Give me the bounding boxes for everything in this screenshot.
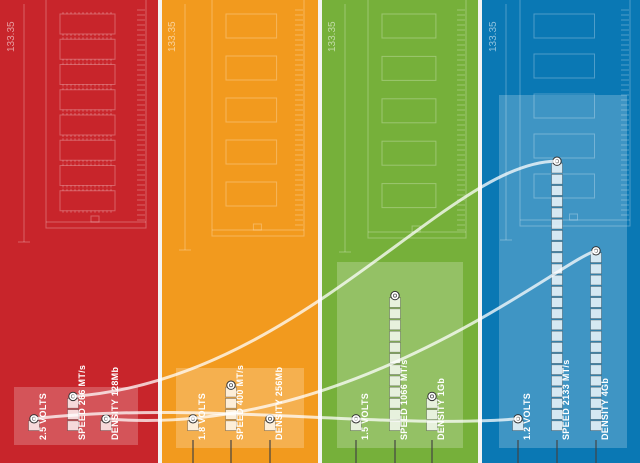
ddr3-speed-bar-cell [389, 364, 401, 375]
ddr4-density-bar-cell [590, 420, 602, 431]
ddr2-panel-background [162, 0, 318, 463]
panel-divider [318, 0, 322, 463]
ddr4-speed-bar-cell [551, 330, 563, 342]
ddr2-speed-bar-cell [225, 397, 237, 409]
ddr4-density-bar-cell [590, 274, 602, 286]
ddr3-speed-bar-cell [389, 375, 401, 387]
ddr4-speed-bar-cell [551, 319, 563, 331]
ddr2-density-label: DENSITY 256Mb [274, 367, 284, 440]
ddr4-speed-bar-cell [551, 397, 563, 409]
ddr1-module-drawing [18, 0, 147, 243]
ddr3-voltage-label: 1.5 VOLTS [360, 393, 370, 440]
ddr2-module-drawing [179, 0, 305, 251]
ddr3-speed-bar-cell [389, 386, 401, 398]
ddr4-density-bar-cell [590, 375, 602, 387]
ddr4-speed-bar-cell [551, 353, 563, 364]
ddr4-density-bar-cell [590, 319, 602, 331]
ddr4-speed-bar-cell [551, 341, 563, 353]
ddr4-spec-box [499, 95, 627, 448]
ddr2-speed-bar-cell [225, 420, 237, 431]
ddr4-speed-bar-cell [551, 218, 563, 230]
ddr4-speed-bar-cell [551, 386, 563, 398]
ddr4-density-bar-cell [590, 409, 602, 420]
ddr4-speed-label: SPEED 2133 MT/s [561, 359, 571, 440]
ddr4-speed-bar [551, 156, 563, 431]
ddr3-speed-bar-cell [389, 319, 401, 331]
ddr4-density-bar-cell [590, 263, 602, 275]
ddr4-speed-bar-cell [551, 241, 563, 252]
ddr4-density-label: DENSITY 4Gb [600, 378, 610, 440]
ddr4-speed-bar-cell [551, 252, 563, 264]
ddr3-speed-bar-cell [389, 397, 401, 409]
ddr4-density-bar-cell [590, 386, 602, 398]
ddr4-dimension-label: 133.35 [488, 21, 499, 52]
ddr4-speed-bar-cell [551, 364, 563, 375]
ddr3-speed-label: SPEED 1066 MT/s [399, 359, 409, 440]
ddr3-density-bar-cell [426, 409, 438, 420]
ddr4-density-bar-cell [590, 341, 602, 353]
ddr4-speed-bar-cell [551, 229, 563, 241]
ddr4-density-bar-cell [590, 364, 602, 375]
ddr4-density-bar-cell [590, 285, 602, 297]
ddr1-dimension-label: 133.35 [6, 21, 17, 52]
ddr4-speed-bar-cell [551, 420, 563, 431]
panel-divider [158, 0, 162, 463]
panel-divider [478, 0, 482, 463]
ddr4-density-bar-cell [590, 330, 602, 342]
trend-curves [32, 159, 598, 423]
voltage-trend-curve [32, 410, 520, 423]
ddr1-speed-label: SPEED 266 MT/s [77, 365, 87, 440]
ddr3-panel-background [322, 0, 478, 463]
speed-trend-curve [71, 159, 559, 398]
ddr2-spec-box [176, 368, 304, 448]
ddr3-density-bar [426, 391, 438, 431]
ddr4-speed-bar-cell [551, 196, 563, 208]
ddr4-module-drawing [500, 0, 631, 241]
ddr3-density-label: DENSITY 1Gb [436, 378, 446, 440]
ddr4-speed-bar-cell [551, 173, 563, 185]
ddr4-density-bar [590, 246, 602, 431]
ddr1-voltage-label: 2.5 VOLTS [38, 393, 48, 440]
ddr2-voltage-label: 1.8 VOLTS [197, 393, 207, 440]
ddr3-speed-bar [389, 290, 401, 431]
ddr4-speed-bar-cell [551, 207, 563, 219]
ddr2-speed-label: SPEED 400 MT/s [235, 365, 245, 440]
ddr4-speed-bar-cell [551, 375, 563, 387]
ddr4-density-bar-cell [590, 308, 602, 319]
ddr1-density-label: DENSITY 128Mb [110, 367, 120, 440]
ddr4-speed-bar-cell [551, 308, 563, 319]
ddr4-density-bar-cell [590, 353, 602, 364]
ddr4-density-bar-cell [590, 397, 602, 409]
ddr1-panel-background [0, 0, 158, 463]
ddr3-speed-bar-cell [389, 341, 401, 353]
ddr4-voltage-label: 1.2 VOLTS [522, 393, 532, 440]
ddr3-speed-bar-cell [389, 330, 401, 342]
ddr3-module-drawing [339, 0, 467, 253]
ddr4-speed-bar-cell [551, 185, 563, 196]
ddr4-density-bar-cell [590, 297, 602, 308]
ddr4-speed-bar-cell [551, 285, 563, 297]
ddr3-dimension-label: 133.35 [327, 21, 338, 52]
ddr2-dimension-label: 133.35 [167, 21, 178, 52]
ddr4-speed-bar-cell [551, 297, 563, 308]
ddr4-speed-bar-cell [551, 274, 563, 286]
ddr4-speed-bar-cell [551, 409, 563, 420]
ddr3-speed-bar-cell [389, 308, 401, 319]
ddr1-speed-bar-cell [67, 420, 79, 431]
density-trend-curve [104, 249, 598, 422]
